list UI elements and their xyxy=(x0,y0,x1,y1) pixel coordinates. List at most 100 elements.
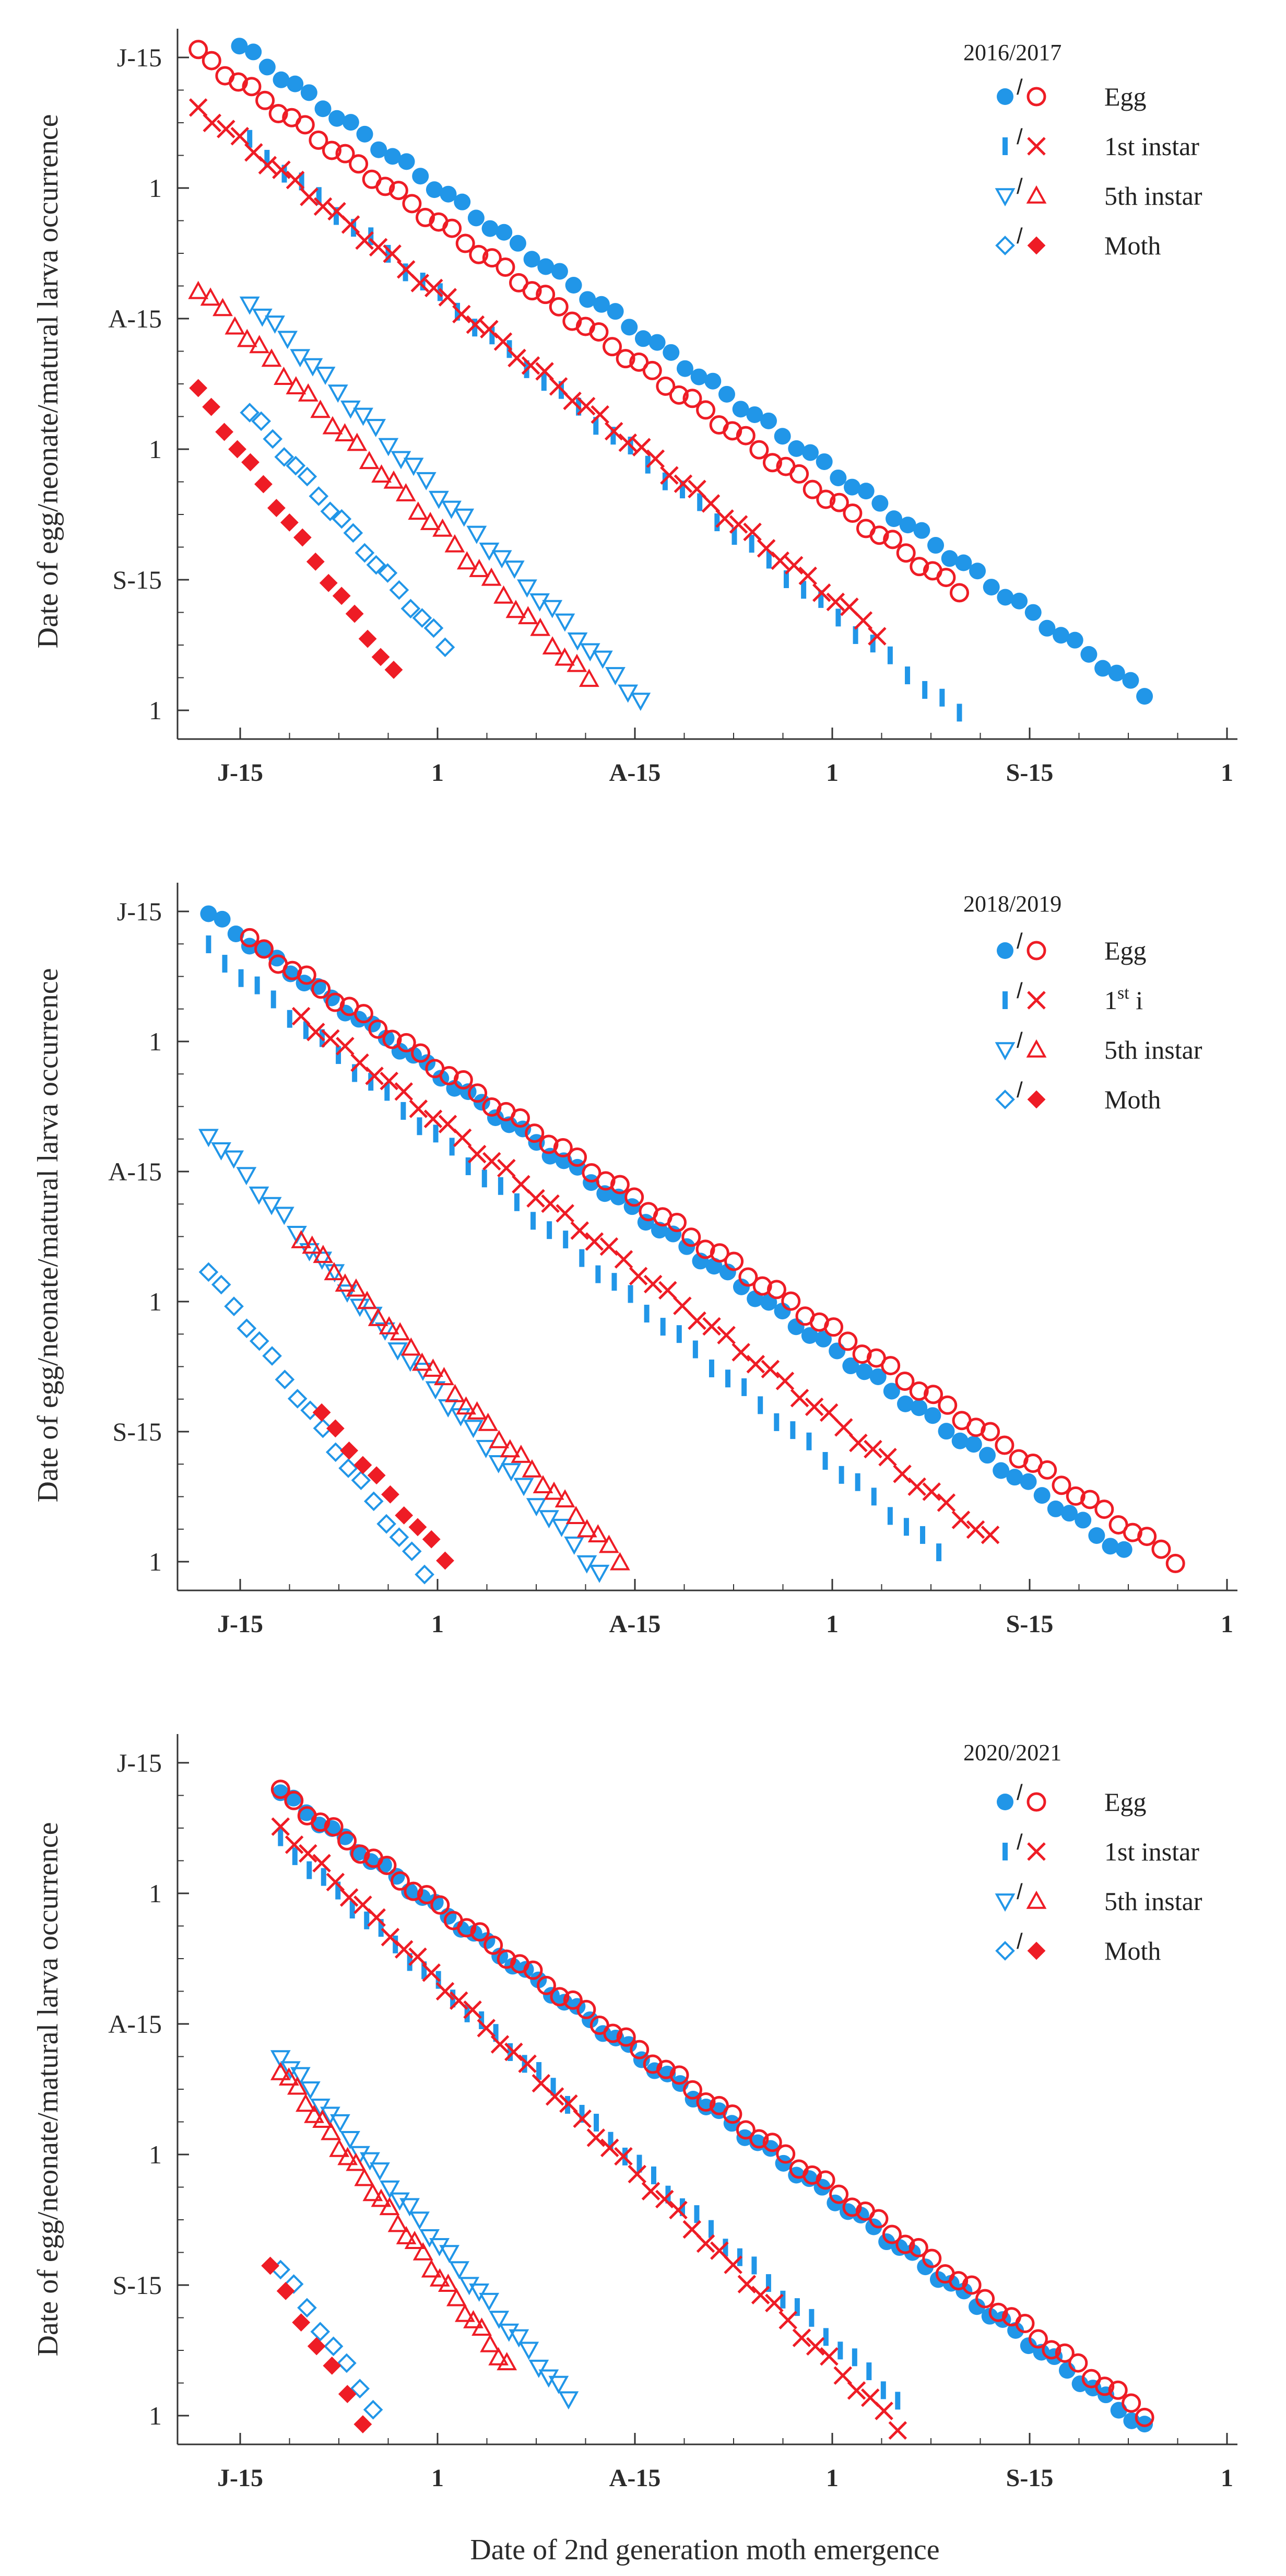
data-point xyxy=(589,1564,610,1583)
data-point-stroke xyxy=(545,2087,564,2106)
legend-marker-red xyxy=(1027,1941,1046,1960)
data-point xyxy=(641,2182,660,2200)
data-point xyxy=(803,2165,822,2185)
data-point xyxy=(522,1459,542,1478)
legend-marker-red-stroke xyxy=(1027,1842,1046,1861)
data-point xyxy=(887,1507,893,1525)
data-point xyxy=(682,389,702,408)
data-point xyxy=(593,417,599,435)
data-point xyxy=(554,613,575,632)
data-point xyxy=(981,1422,1000,1442)
data-point xyxy=(337,2353,357,2373)
series-moth-blue xyxy=(270,2259,383,2420)
data-point xyxy=(449,1991,468,2010)
legend-label: 1st instar xyxy=(1104,1837,1199,1866)
data-point xyxy=(634,330,652,347)
data-point xyxy=(746,1355,765,1374)
data-point xyxy=(789,464,809,484)
data-point xyxy=(509,235,526,252)
data-point-stroke xyxy=(230,126,250,146)
series-5th-instar-blue xyxy=(270,2050,579,2410)
data-point-stroke xyxy=(449,1991,468,2010)
data-point xyxy=(563,391,582,411)
data-point xyxy=(335,144,355,163)
data-point xyxy=(816,2170,835,2190)
data-point xyxy=(202,397,221,416)
data-point xyxy=(324,1817,344,1837)
data-point-stroke xyxy=(369,238,388,257)
data-point xyxy=(704,372,722,390)
legend-marker-red xyxy=(1026,185,1047,204)
data-point xyxy=(434,1367,454,1386)
data-point xyxy=(300,84,317,101)
data-point xyxy=(469,2284,490,2302)
data-point xyxy=(539,1510,559,1529)
data-point xyxy=(732,527,737,545)
data-point xyxy=(823,2328,829,2346)
data-point-stroke xyxy=(326,1872,345,1892)
data-point xyxy=(1066,1486,1086,1506)
legend-item: / 1st instar xyxy=(1002,124,1199,161)
data-point xyxy=(957,704,962,722)
series-1st-instar-blue xyxy=(206,935,942,1562)
data-point xyxy=(449,1138,455,1156)
data-point xyxy=(629,352,649,372)
data-point-stroke xyxy=(854,611,873,630)
data-point xyxy=(979,1447,996,1464)
data-point-stroke xyxy=(878,1447,897,1467)
legend-marker-blue xyxy=(997,942,1013,959)
data-point xyxy=(302,1235,323,1254)
data-point xyxy=(616,349,635,369)
data-point xyxy=(240,403,260,423)
data-point xyxy=(511,1445,532,1463)
data-point xyxy=(715,509,734,528)
data-point xyxy=(732,401,749,418)
data-point-stroke xyxy=(321,1029,340,1048)
data-point xyxy=(883,530,903,549)
data-point xyxy=(479,2292,500,2311)
data-point xyxy=(350,2379,370,2399)
data-point xyxy=(342,114,359,131)
data-point xyxy=(394,1940,414,1959)
data-point xyxy=(815,1330,832,1348)
data-point xyxy=(587,1524,608,1543)
x-tick-label: A-15 xyxy=(609,759,661,787)
series-moth-red xyxy=(312,1403,454,1570)
data-point xyxy=(719,1263,736,1281)
data-point xyxy=(806,2337,825,2356)
legend-label: 1st instar xyxy=(1104,132,1199,161)
data-point xyxy=(371,464,392,483)
data-point xyxy=(312,2110,333,2128)
data-point xyxy=(536,2062,542,2080)
data-point xyxy=(853,626,858,644)
y-axis-title: Date of egg/neonate/matural larva occurr… xyxy=(32,1822,64,2357)
y-tick-label: S-15 xyxy=(113,2270,162,2300)
data-point xyxy=(834,1418,853,1437)
data-point xyxy=(435,1982,455,2001)
data-point xyxy=(306,552,325,571)
data-point xyxy=(463,2310,483,2328)
legend-slash: / xyxy=(1017,1929,1023,1953)
data-point xyxy=(551,1518,572,1537)
data-point xyxy=(249,335,270,354)
data-point-stroke xyxy=(573,2109,592,2128)
data-point xyxy=(353,1004,373,1024)
data-point xyxy=(274,367,294,385)
data-point xyxy=(410,274,430,292)
y-tick-label: S-15 xyxy=(113,1417,162,1446)
data-point xyxy=(402,1541,422,1561)
data-point xyxy=(200,905,217,922)
data-point xyxy=(603,2023,623,2043)
data-point xyxy=(422,1963,441,1982)
data-point xyxy=(593,296,610,313)
data-point xyxy=(643,1274,663,1294)
data-point xyxy=(429,2268,450,2287)
data-point xyxy=(497,2352,517,2371)
data-point xyxy=(237,329,257,347)
data-point xyxy=(784,556,804,575)
data-point xyxy=(378,1919,384,1937)
data-point xyxy=(909,2238,928,2257)
data-point xyxy=(473,1094,490,1111)
data-point-stroke xyxy=(875,2402,893,2420)
data-point xyxy=(452,305,471,324)
